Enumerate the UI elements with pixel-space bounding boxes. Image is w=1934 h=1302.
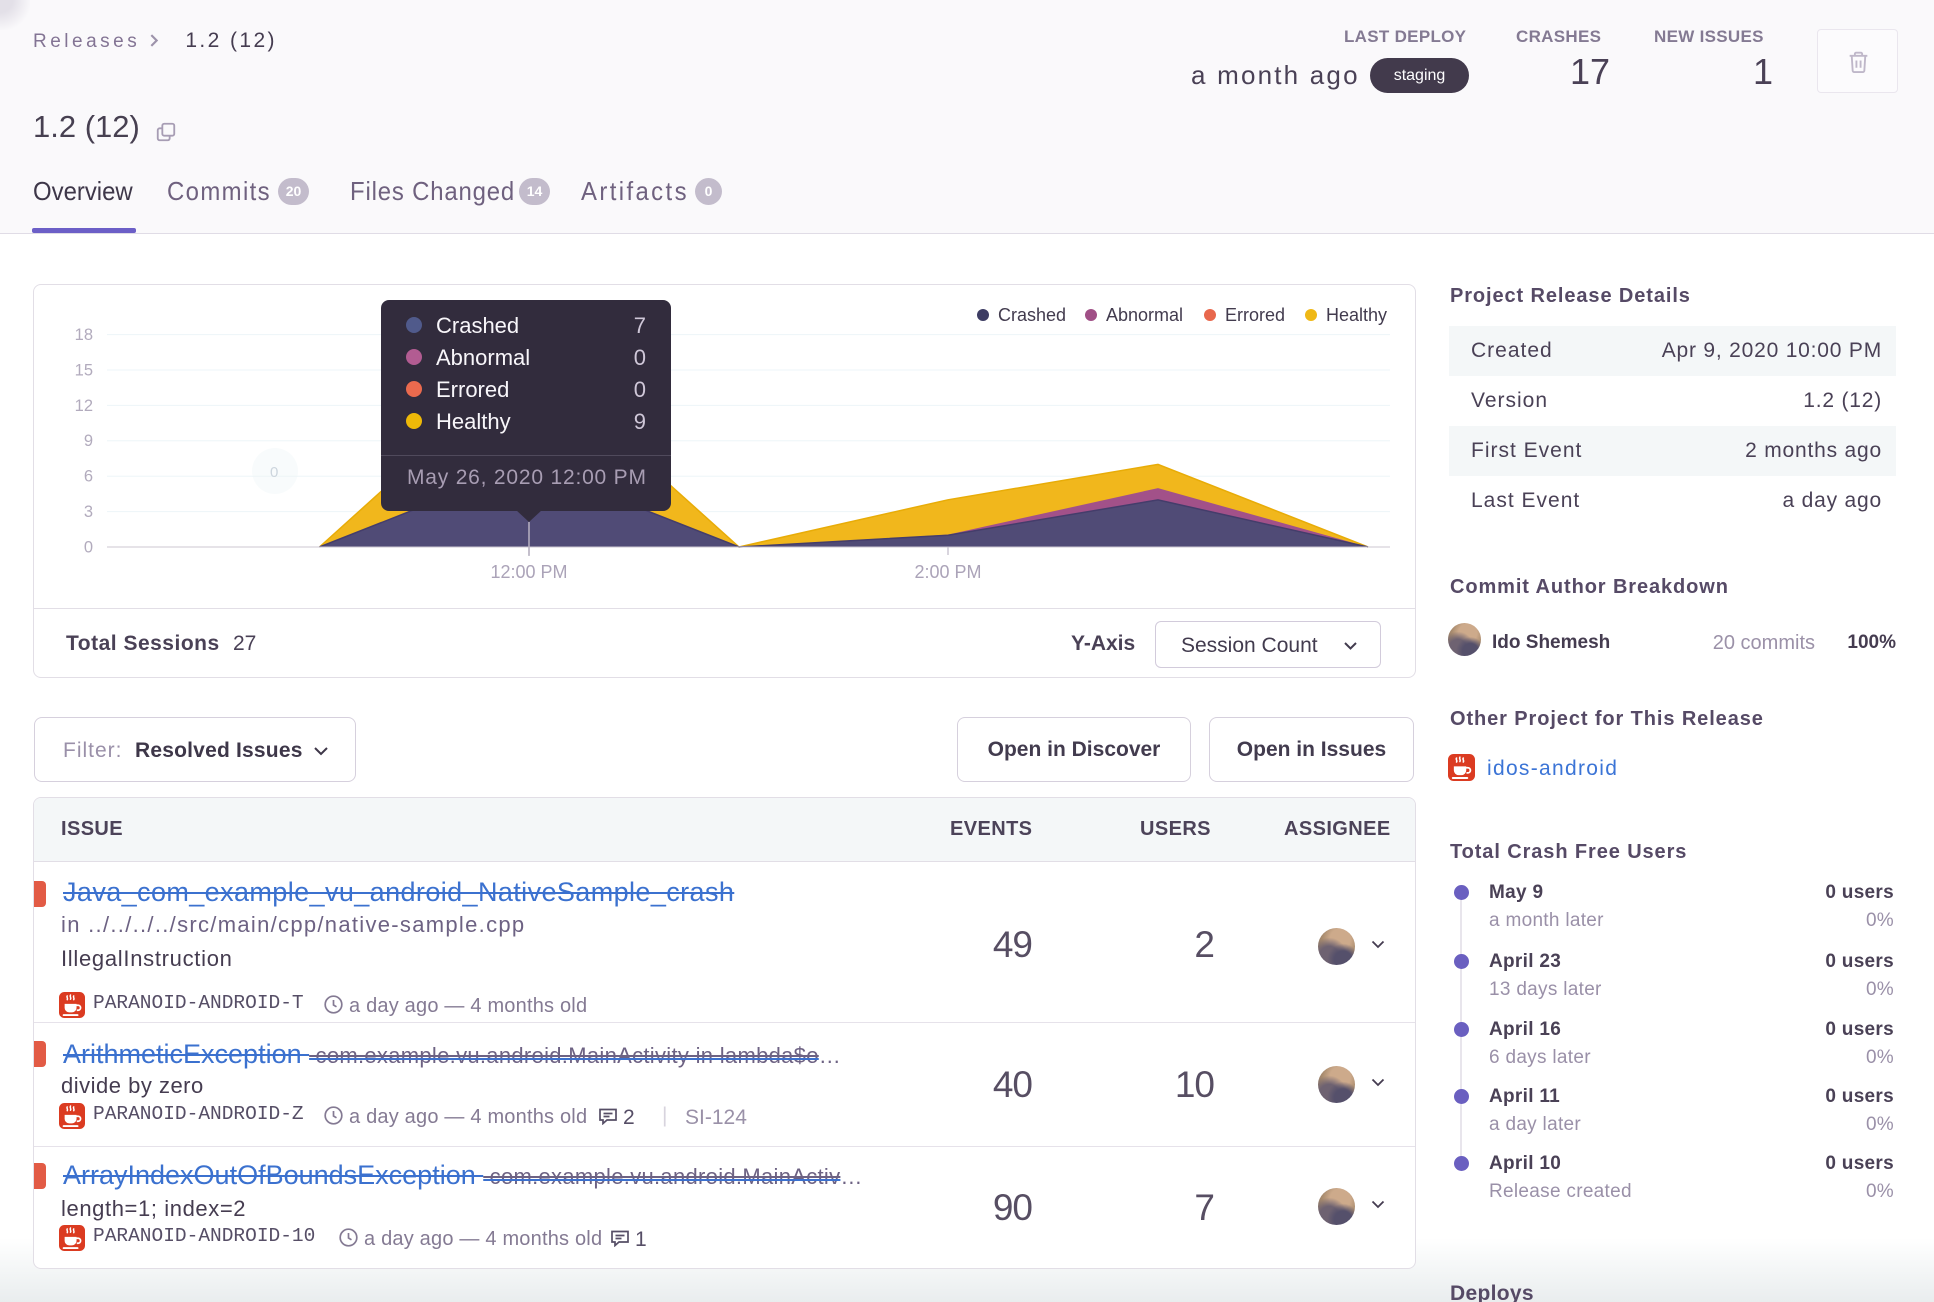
svg-text:6: 6 xyxy=(84,468,93,486)
svg-text:15: 15 xyxy=(75,361,93,379)
svg-text:0: 0 xyxy=(270,464,278,481)
svg-text:9: 9 xyxy=(84,432,93,450)
svg-text:12:00 PM: 12:00 PM xyxy=(490,562,567,582)
svg-text:18: 18 xyxy=(75,326,93,344)
svg-text:2:00 PM: 2:00 PM xyxy=(914,562,981,582)
svg-text:0: 0 xyxy=(84,539,93,557)
svg-text:3: 3 xyxy=(84,503,93,521)
svg-text:12: 12 xyxy=(75,397,93,415)
